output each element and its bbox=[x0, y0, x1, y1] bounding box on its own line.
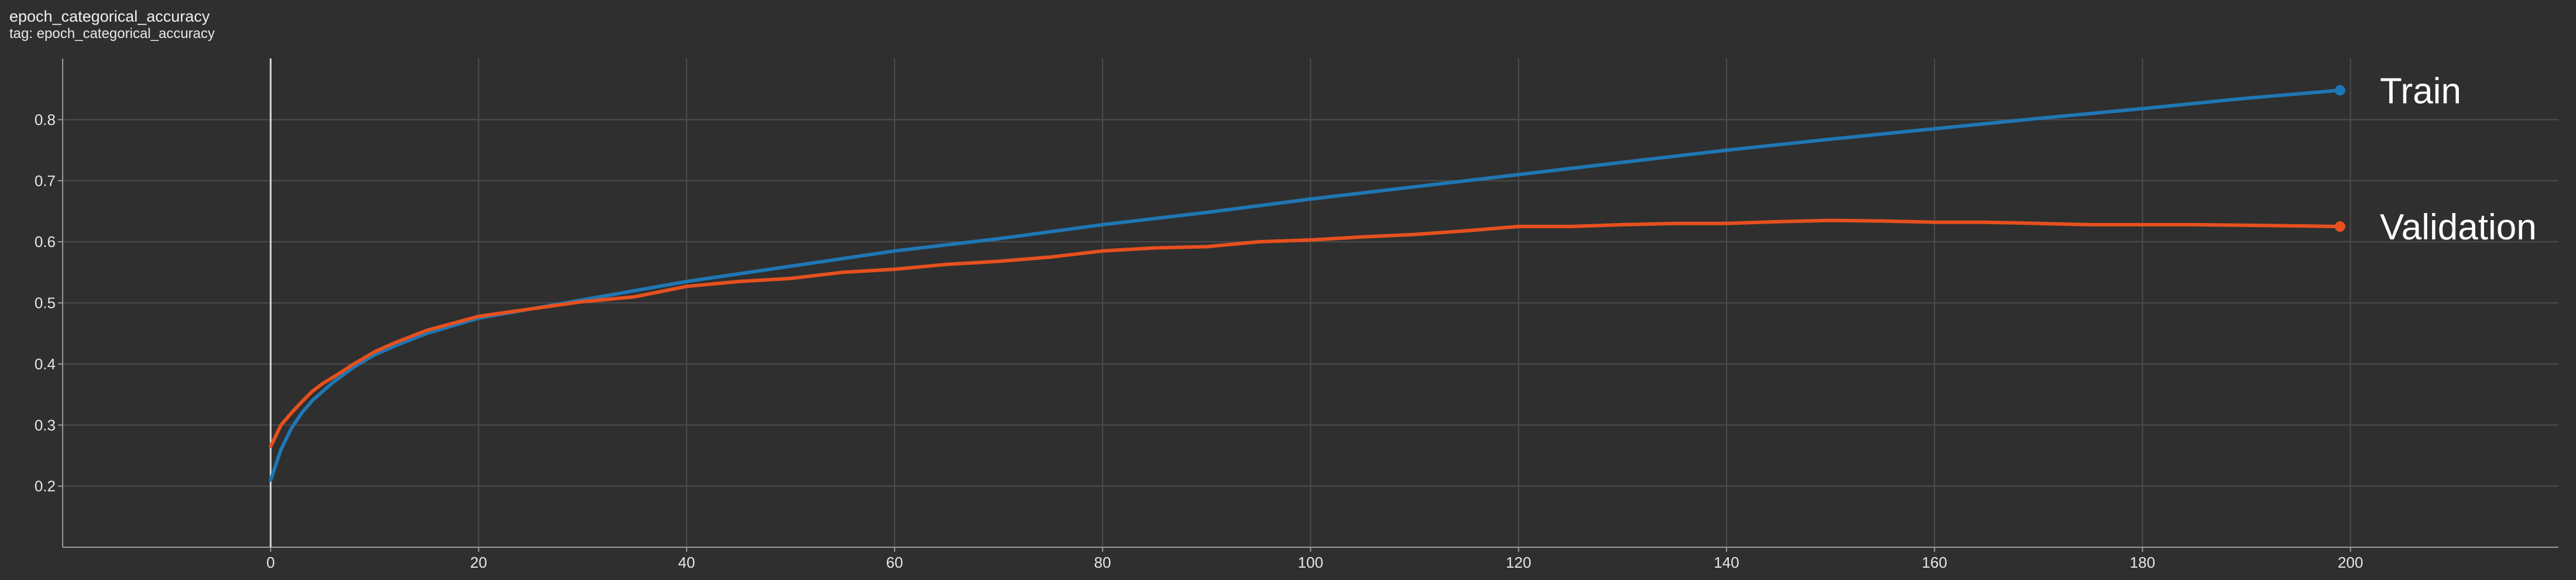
x-tick-label: 200 bbox=[2338, 554, 2363, 571]
legend-label-train: Train bbox=[2380, 71, 2461, 111]
x-tick-label: 60 bbox=[886, 554, 903, 571]
y-tick-label: 0.4 bbox=[35, 355, 56, 373]
x-tick-label: 20 bbox=[470, 554, 487, 571]
x-tick-label: 160 bbox=[1922, 554, 1947, 571]
series-endpoint-train bbox=[2334, 85, 2345, 96]
series-line-train bbox=[269, 88, 2342, 482]
x-tick-label: 120 bbox=[1506, 554, 1531, 571]
x-tick-label: 180 bbox=[2130, 554, 2155, 571]
x-tick-label: 100 bbox=[1298, 554, 1323, 571]
y-tick-label: 0.6 bbox=[35, 233, 56, 250]
x-tick-label: 140 bbox=[1714, 554, 1739, 571]
chart-title: epoch_categorical_accuracy bbox=[9, 8, 210, 25]
y-tick-label: 0.7 bbox=[35, 172, 56, 190]
legend-label-validation: Validation bbox=[2380, 207, 2537, 248]
y-tick-label: 0.5 bbox=[35, 294, 56, 312]
chart-tag: tag: epoch_categorical_accuracy bbox=[9, 26, 215, 42]
y-tick-label: 0.2 bbox=[35, 478, 56, 495]
x-tick-label: 80 bbox=[1094, 554, 1111, 571]
x-tick-label: 40 bbox=[678, 554, 695, 571]
series-endpoint-validation bbox=[2334, 221, 2345, 232]
series-line-validation bbox=[269, 218, 2342, 448]
chart-header: epoch_categorical_accuracy tag: epoch_ca… bbox=[9, 7, 215, 42]
y-tick-label: 0.8 bbox=[35, 111, 56, 128]
x-tick-label: 0 bbox=[266, 554, 275, 571]
y-tick-label: 0.3 bbox=[35, 416, 56, 434]
